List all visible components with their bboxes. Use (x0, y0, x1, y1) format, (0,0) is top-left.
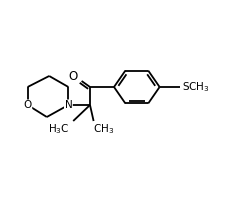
Text: SCH$_3$: SCH$_3$ (182, 80, 210, 94)
Text: N: N (65, 100, 72, 110)
Text: H$_3$C: H$_3$C (48, 122, 70, 136)
Text: O: O (24, 100, 32, 110)
Text: CH$_3$: CH$_3$ (93, 122, 114, 136)
Text: O: O (69, 71, 78, 84)
